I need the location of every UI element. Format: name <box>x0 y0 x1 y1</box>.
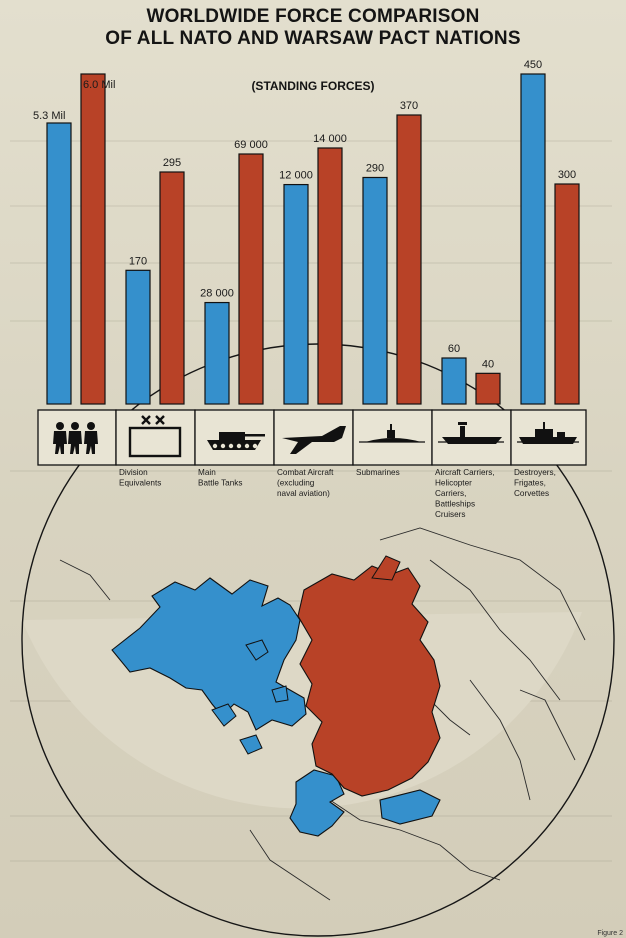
map-outline-line <box>429 699 471 736</box>
category-label-line: Submarines <box>356 468 400 477</box>
value-label: 6.0 Mil <box>83 79 115 91</box>
bar-manpower-warsaw <box>80 73 106 405</box>
value-label: 5.3 Mil <box>33 110 65 122</box>
category-label-line: Main <box>198 468 216 477</box>
chart-title: WORLDWIDE FORCE COMPARISON OF ALL NATO A… <box>0 6 626 50</box>
value-label: 450 <box>524 59 542 71</box>
category-label-line: Combat Aircraft <box>277 468 334 477</box>
value-label: 370 <box>400 100 418 112</box>
icon-strip <box>37 409 587 466</box>
jet-aircraft-icon <box>282 426 346 454</box>
category-label-line: Destroyers, <box>514 468 556 477</box>
bar-nato <box>125 269 151 405</box>
submarine-icon <box>359 424 425 443</box>
map-outline-line <box>469 679 531 801</box>
map-outline-line <box>379 527 586 641</box>
aircraft-carrier-icon <box>438 422 504 444</box>
map-outline-line <box>519 689 576 761</box>
category-label-line: Division <box>119 468 148 477</box>
bar-warsaw-pact <box>396 114 422 405</box>
category-label-line: Helicopter <box>435 479 472 488</box>
warsaw-pact-region <box>297 565 441 797</box>
bar-warsaw-pact <box>554 183 580 405</box>
nato-turkey-region <box>379 789 441 825</box>
bar-nato <box>283 183 309 405</box>
destroyer-icon <box>517 422 579 444</box>
figure-label: Figure 2 <box>597 930 623 937</box>
bar-layer: 5.3 Mil 6.0 Mil 170 295 28 000 69 000 12 000 14… <box>33 59 580 405</box>
value-label: 300 <box>558 169 576 181</box>
category-label-line: (excluding <box>277 479 315 488</box>
map-outline-line <box>59 559 111 601</box>
bar-nato <box>362 176 388 405</box>
category-label-line: Battle Tanks <box>198 479 242 488</box>
category-label-line: Equivalents <box>119 479 161 488</box>
bar-nato <box>520 73 546 405</box>
value-label: 170 <box>129 255 147 267</box>
nato-island <box>271 685 289 703</box>
value-label: 40 <box>482 358 494 370</box>
category-label-line: Cruisers <box>435 510 465 519</box>
icon-cell <box>352 409 433 466</box>
chart-subtitle: (STANDING FORCES) <box>251 79 375 93</box>
bar-nato <box>204 301 230 405</box>
soldiers-icon <box>53 422 98 454</box>
tank-icon <box>207 432 265 450</box>
bar-nato <box>441 357 467 405</box>
value-label: 14 000 <box>313 133 347 145</box>
chart-title-line-1: WORLDWIDE FORCE COMPARISON <box>146 6 480 27</box>
bar-warsaw-pact <box>475 372 501 405</box>
value-label: 290 <box>366 162 384 174</box>
nato-island <box>239 734 263 755</box>
nato-island <box>245 639 269 661</box>
value-label: 69 000 <box>234 139 268 151</box>
category-label-line: Battleships <box>435 500 475 509</box>
category-labels: Division Equivalents Main Battle Tanks Comba… <box>119 468 556 519</box>
value-label: 12 000 <box>279 170 313 182</box>
bar-manpower-nato <box>46 122 72 405</box>
bar-warsaw-pact <box>317 147 343 405</box>
division-symbol-icon <box>128 415 182 458</box>
category-label-line: Frigates, <box>514 479 546 488</box>
bar-warsaw-pact <box>238 153 264 405</box>
map-outline-line <box>429 559 561 701</box>
bar-warsaw-pact <box>159 171 185 405</box>
chart-title-line-2: OF ALL NATO AND WARSAW PACT NATIONS <box>105 28 521 49</box>
value-label: 295 <box>163 157 181 169</box>
nato-island <box>211 703 237 727</box>
category-label-line: Corvettes <box>514 489 549 498</box>
map-outline-line <box>249 829 331 901</box>
category-label-line: Carriers, <box>435 489 466 498</box>
category-label-line: Aircraft Carriers, <box>435 468 495 477</box>
category-label-line: naval aviation) <box>277 489 330 498</box>
map-outline-line <box>329 799 501 881</box>
nato-north-america-region <box>111 577 307 731</box>
globe-map <box>21 343 615 937</box>
warsaw-pact-island <box>371 555 401 581</box>
value-label: 28 000 <box>200 288 234 300</box>
value-label: 60 <box>448 343 460 355</box>
